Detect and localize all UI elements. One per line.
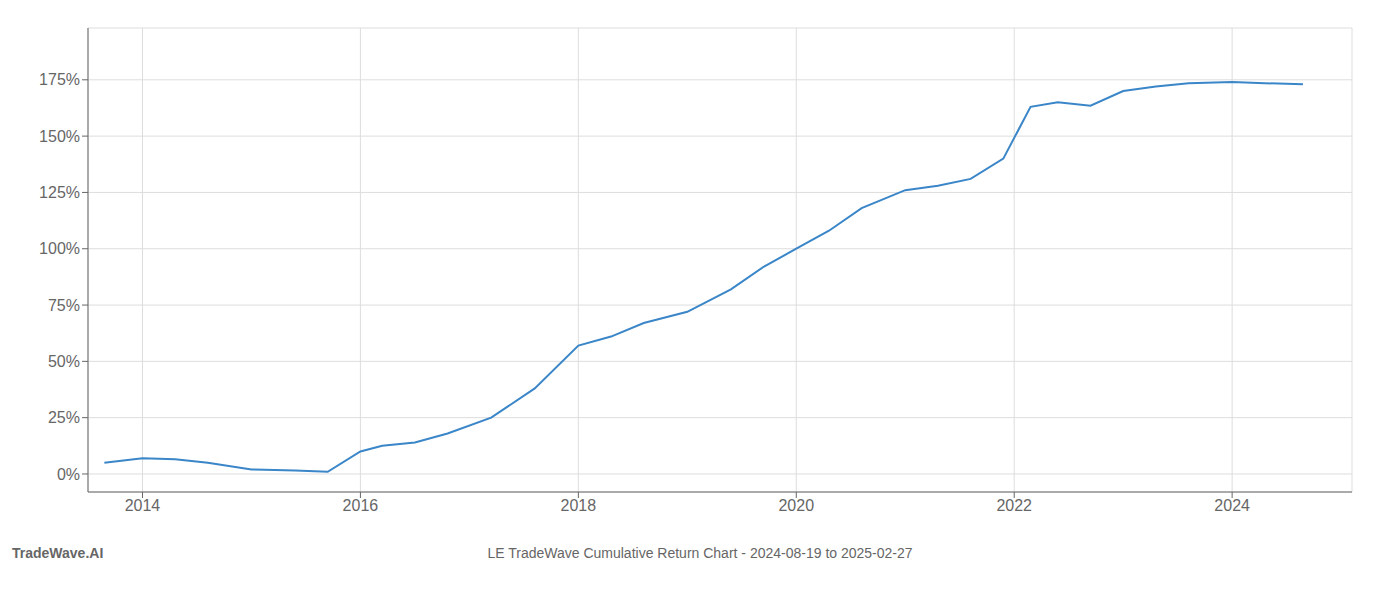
- svg-text:100%: 100%: [39, 240, 80, 257]
- html-text:TradeWave.AI: TradeWave.AI: [12, 545, 104, 561]
- svg-text:2016: 2016: [343, 497, 379, 514]
- svg-text:2020: 2020: [778, 497, 814, 514]
- html-text:LE TradeWave Cumulative Return: LE TradeWave Cumulative Return Chart - 2…: [487, 545, 913, 561]
- svg-text:0%: 0%: [57, 466, 80, 483]
- svg-text:2022: 2022: [996, 497, 1032, 514]
- svg-text:2014: 2014: [125, 497, 161, 514]
- svg-text:75%: 75%: [48, 297, 80, 314]
- svg-text:175%: 175%: [39, 71, 80, 88]
- svg-text:150%: 150%: [39, 128, 80, 145]
- svg-text:25%: 25%: [48, 409, 80, 426]
- svg-text:2024: 2024: [1214, 497, 1250, 514]
- svg-text:2018: 2018: [561, 497, 597, 514]
- svg-text:125%: 125%: [39, 184, 80, 201]
- svg-text:50%: 50%: [48, 353, 80, 370]
